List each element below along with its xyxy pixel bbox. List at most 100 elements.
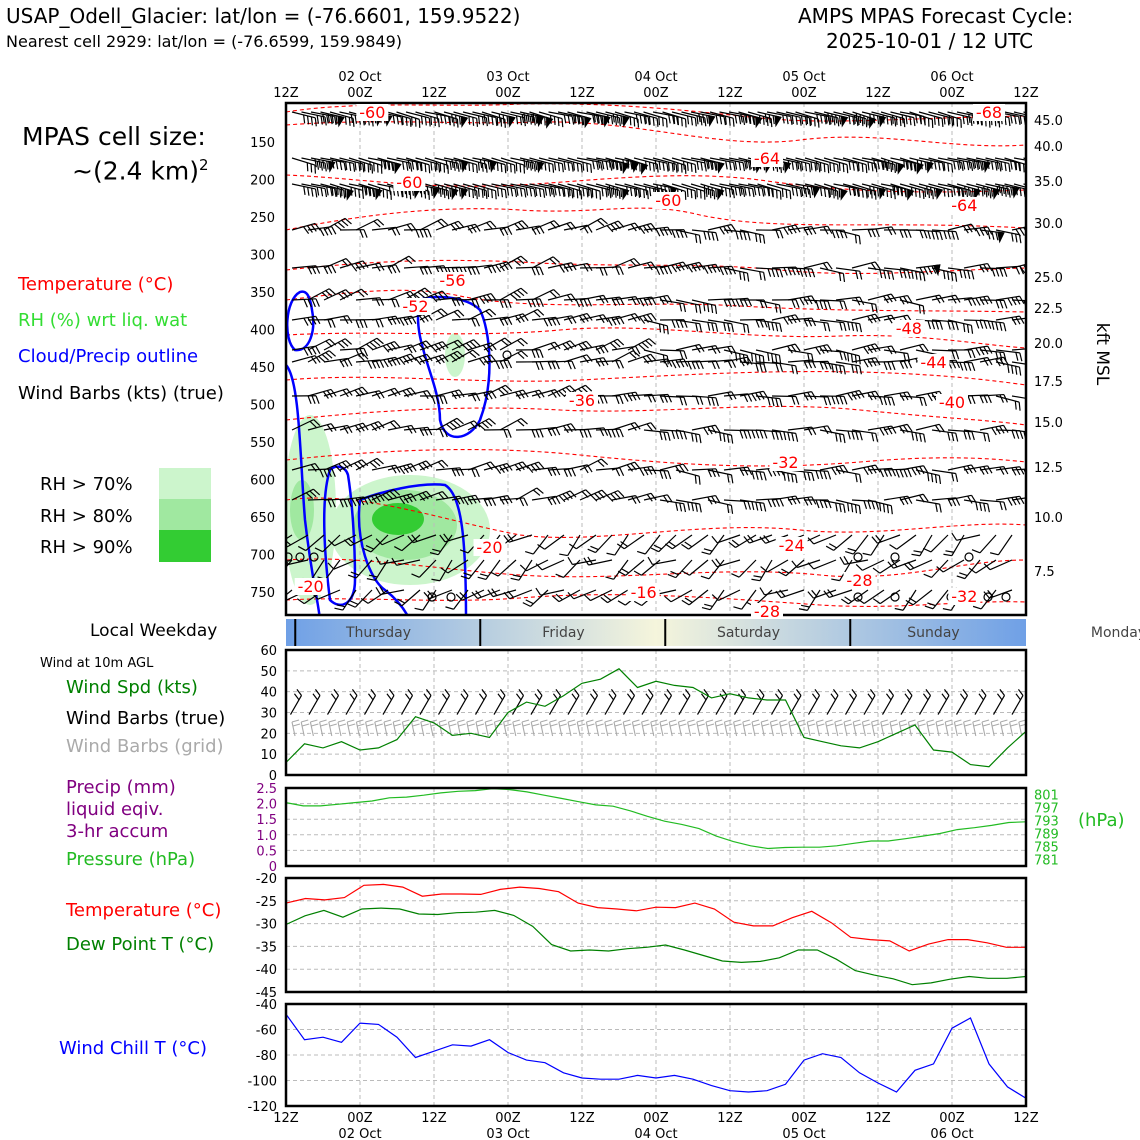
wind-barb — [963, 465, 993, 475]
wind-barb — [371, 298, 400, 308]
wind10m-panel: 0 10 20 30 40 50 60 — [260, 644, 1028, 784]
grid-wind-barb — [539, 719, 549, 737]
wind-barb — [483, 384, 513, 397]
wind-barb — [760, 559, 789, 573]
wind-barb — [928, 111, 954, 127]
bottom-time-tick: 12Z — [1013, 1111, 1039, 1126]
wind-barb — [587, 534, 613, 554]
true-wind-barb — [752, 689, 765, 715]
wind-barb — [842, 157, 868, 174]
wind-barb — [323, 258, 353, 269]
pressure-tick-label: 200 — [250, 174, 275, 189]
wind-barb — [291, 298, 320, 308]
wind-barb — [403, 353, 433, 366]
wind-barb — [434, 157, 460, 172]
wind-barb — [611, 257, 641, 269]
wind-barb — [307, 350, 336, 363]
windchill-panel: -40 -60 -80 -100 -120 — [247, 998, 1028, 1115]
wind-barb — [909, 183, 934, 200]
true-wind-barb — [419, 689, 432, 715]
pressure-tick-label: 793 — [1034, 815, 1059, 830]
wind-barb — [535, 559, 565, 571]
wind-barb — [899, 267, 926, 282]
wind-barb — [606, 534, 629, 556]
calm-marker — [983, 592, 993, 602]
wind-barb — [472, 157, 497, 173]
grid-wind-barb — [769, 719, 779, 737]
wind-barb — [643, 469, 672, 480]
weekday-name: Friday — [542, 625, 584, 641]
wind-barb — [445, 589, 469, 610]
wind-barb — [880, 157, 905, 175]
wind-barb — [675, 429, 702, 444]
legend-rh90-swatch — [159, 530, 211, 562]
wind-barb — [616, 534, 645, 550]
wind-barb — [552, 589, 581, 603]
wind-barb — [691, 395, 719, 407]
wind-barb — [983, 589, 1013, 599]
wind-barb — [871, 534, 901, 544]
wind-barb — [795, 111, 820, 128]
temperature-line — [285, 883, 1026, 952]
wind-barb — [985, 157, 1011, 173]
wind-barb — [1011, 347, 1026, 351]
panel-y-tick: 2.0 — [256, 798, 277, 813]
grid-wind-barb — [852, 719, 862, 737]
wind-barb — [755, 395, 783, 408]
wind-barb — [731, 559, 757, 578]
wind-barb — [531, 360, 560, 370]
true-wind-barb — [604, 689, 617, 715]
wind-barb — [547, 340, 577, 351]
top-time-tick: 00Z — [791, 86, 817, 101]
wind-barb — [611, 296, 641, 305]
wind-barb — [803, 261, 833, 271]
wind-barb — [358, 183, 383, 201]
wind-barb — [583, 556, 613, 566]
wind-barb — [435, 417, 464, 431]
true-wind-barb — [844, 689, 858, 715]
temp-label-bg — [652, 192, 685, 209]
true-wind-barb — [530, 689, 543, 715]
wind-barb — [845, 534, 869, 555]
wind-barb — [547, 293, 577, 303]
wind-barb — [681, 589, 709, 606]
wind-barb — [819, 429, 846, 444]
temp-contour-1 — [286, 103, 1026, 122]
grid-wind-barb — [861, 719, 871, 737]
wind-barb — [307, 468, 336, 478]
wind-barb — [371, 315, 401, 326]
top-time-tick: 12Z — [421, 86, 447, 101]
wind-barb — [510, 111, 536, 126]
true-wind-barb — [456, 689, 469, 715]
wind-barb — [983, 559, 1013, 571]
wind-barb — [499, 287, 528, 301]
temp-label-bg — [393, 174, 426, 191]
top-time-tick: 00Z — [643, 86, 669, 101]
panel-y-tick: 1.0 — [256, 829, 277, 844]
panel-y-tick: -40 — [256, 998, 277, 1013]
wind-barb — [719, 111, 746, 126]
wind-barb — [872, 559, 901, 574]
cloud-outline-5 — [357, 499, 409, 615]
grid-wind-barb — [677, 719, 687, 737]
wind-barb — [852, 157, 878, 173]
wind-barb — [405, 111, 431, 127]
calm-marker — [890, 592, 900, 602]
true-wind-barb — [937, 689, 950, 715]
height-tick-label: 7.5 — [1034, 565, 1055, 580]
wind-barb — [387, 255, 416, 269]
wind-barb — [819, 349, 847, 361]
true-wind-barb — [770, 689, 784, 715]
wind-barb — [807, 589, 837, 599]
true-wind-barb — [474, 689, 488, 715]
wind-barb — [567, 556, 597, 566]
wind-barb — [931, 267, 958, 282]
wind-barb — [633, 559, 661, 576]
wind-barb — [481, 157, 507, 174]
wind-barb — [915, 469, 942, 485]
wind-barb — [966, 157, 991, 174]
grid-wind-barb — [723, 719, 733, 737]
grid-wind-barb — [898, 719, 908, 737]
legend-rh70-swatch — [159, 468, 211, 499]
wind-barb — [440, 559, 469, 574]
